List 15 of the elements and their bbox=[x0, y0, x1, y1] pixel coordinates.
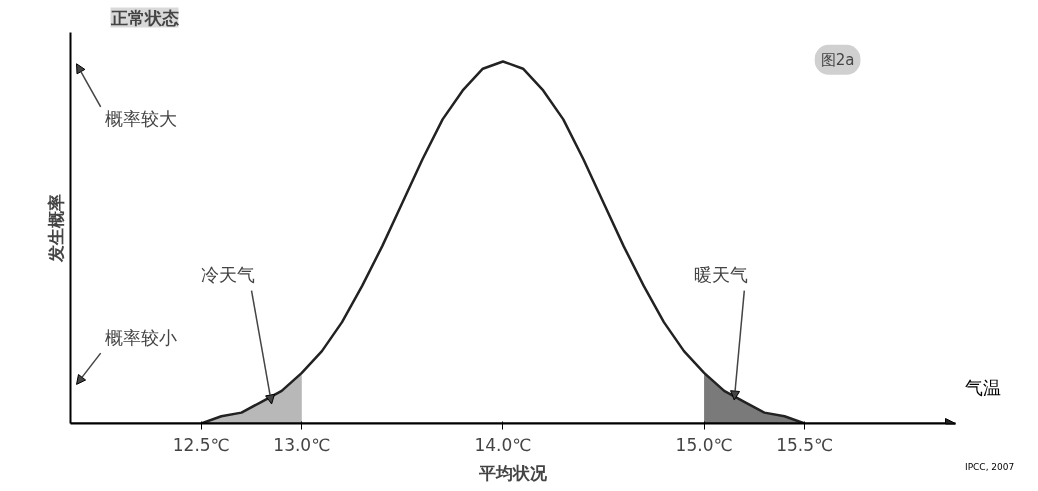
annotation: 图2a bbox=[820, 50, 855, 69]
x-tick-label: 15.5℃ bbox=[776, 434, 834, 455]
chart-title: 正常状态 bbox=[109, 7, 179, 28]
x-tick-label: 14.0℃ bbox=[474, 434, 532, 455]
text: IPCC, 2007 bbox=[965, 460, 1015, 474]
x-tick-label: 15.0℃ bbox=[675, 434, 733, 455]
text: 气温 bbox=[965, 376, 1001, 400]
annotation: 概率较小 bbox=[104, 326, 177, 348]
x-tick-label: 13.0℃ bbox=[273, 434, 331, 455]
annotation: 冷天气 bbox=[201, 264, 256, 286]
y-axis-title: 发生概率 bbox=[45, 194, 66, 263]
x-tick-label: 12.5℃ bbox=[172, 434, 230, 455]
annotation: 概率较大 bbox=[104, 108, 177, 130]
x-axis-title: 平均状况 bbox=[478, 462, 548, 483]
annotation: 暖天气 bbox=[694, 264, 749, 286]
